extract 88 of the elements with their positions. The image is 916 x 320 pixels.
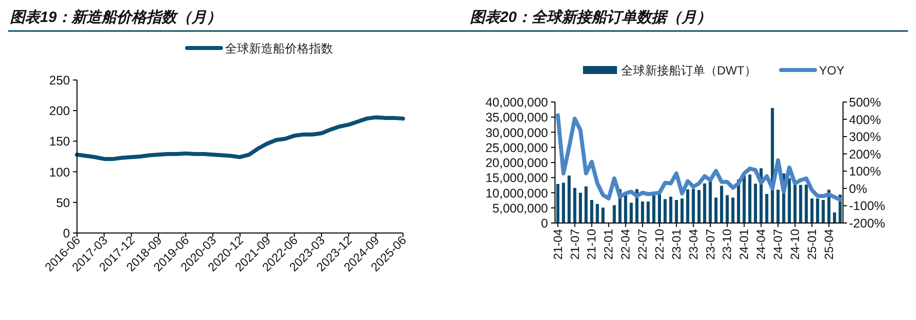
bar — [669, 196, 672, 223]
x-tick-label: 24-10 — [788, 228, 802, 260]
bar — [748, 174, 752, 223]
bar — [573, 188, 576, 223]
bar — [754, 184, 758, 223]
x-tick-label: 25-04 — [822, 228, 836, 260]
x-tick-label: 22-07 — [636, 228, 650, 260]
y-tick-label: 0 — [63, 226, 70, 240]
y2-tick-label: 500% — [849, 96, 881, 110]
bar — [720, 186, 724, 223]
bar — [731, 198, 734, 223]
bar — [658, 194, 662, 223]
chart-title: 图表19：新造船价格指数（月） — [10, 8, 222, 26]
bar — [788, 178, 791, 223]
x-tick-label: 21-04 — [550, 228, 565, 260]
bar — [556, 184, 560, 223]
bar — [590, 200, 594, 223]
bar — [816, 198, 820, 223]
bar — [601, 208, 605, 223]
x-tick-label: 23-10 — [720, 228, 734, 260]
bar — [776, 190, 780, 223]
chart-title: 图表20：全球新接船订单数据（月） — [470, 8, 712, 26]
bar — [646, 202, 650, 223]
x-tick-label: 24-01 — [737, 228, 752, 260]
bar — [708, 180, 712, 223]
bar — [793, 184, 797, 223]
bar — [822, 200, 825, 223]
bar — [686, 189, 690, 223]
y-tick-label: 200 — [49, 104, 70, 118]
y-tick-label: 150 — [49, 134, 70, 149]
x-tick-label: 24-04 — [754, 228, 768, 260]
bar — [630, 202, 633, 223]
y2-tick-label: 300% — [849, 130, 881, 144]
legend-label: 全球新接船订单（DWT） — [621, 64, 756, 78]
bar — [804, 184, 808, 223]
legend-label: YOY — [819, 64, 844, 78]
x-tick-label: 21-07 — [568, 228, 582, 260]
y-tick-label: 50 — [56, 196, 70, 210]
x-tick-label: 22-01 — [602, 228, 616, 260]
bar — [810, 198, 814, 223]
bar — [612, 205, 616, 223]
bar — [697, 190, 701, 223]
bar — [726, 195, 729, 223]
line-series — [556, 113, 842, 202]
bar — [692, 188, 695, 223]
bar — [742, 175, 746, 223]
y-tick-label: 20,000,000 — [485, 156, 548, 170]
bar — [568, 176, 571, 223]
x-tick-label: 24-07 — [771, 228, 786, 260]
line-series — [75, 115, 405, 161]
bar — [799, 184, 802, 223]
y-tick-label: 30,000,000 — [485, 126, 548, 140]
bar — [578, 192, 582, 223]
y2-tick-label: -200% — [849, 216, 886, 230]
bar — [584, 186, 588, 223]
bar — [765, 194, 768, 223]
x-tick-label: 22-10 — [652, 228, 666, 260]
y-tick-label: 15,000,000 — [485, 171, 548, 186]
x-tick-label: 22-04 — [618, 228, 633, 260]
y-tick-label: 10,000,000 — [485, 186, 548, 200]
x-tick-label: 23-07 — [703, 228, 718, 260]
bar — [652, 195, 656, 223]
y-tick-label: 40,000,000 — [485, 96, 548, 110]
y-tick-label: 0 — [541, 216, 548, 230]
x-tick-label: 21-10 — [584, 228, 599, 260]
bar — [596, 204, 599, 223]
y-tick-label: 250 — [49, 74, 70, 88]
x-tick-label: 23-04 — [686, 228, 700, 260]
bar — [680, 198, 684, 223]
bar — [562, 182, 566, 223]
y-tick-label: 35,000,000 — [485, 110, 548, 125]
bar — [640, 202, 644, 223]
y2-tick-label: -100% — [849, 199, 886, 214]
bar — [832, 212, 836, 223]
x-tick-label: 25-01 — [804, 228, 819, 260]
x-tick-label: 23-01 — [669, 228, 684, 260]
y-tick-label: 100 — [49, 165, 70, 180]
legend-label: 全球新造船价格指数 — [225, 42, 333, 56]
y-tick-label: 25,000,000 — [485, 140, 548, 155]
bar — [714, 198, 718, 223]
y2-tick-label: 100% — [849, 164, 881, 179]
y2-tick-label: 200% — [849, 147, 881, 162]
bar — [674, 200, 678, 223]
bar — [703, 183, 706, 223]
y-tick-label: 5,000,000 — [492, 201, 548, 216]
bar — [664, 199, 667, 223]
y2-tick-label: 0% — [849, 182, 868, 196]
y2-tick-label: 400% — [849, 112, 881, 127]
